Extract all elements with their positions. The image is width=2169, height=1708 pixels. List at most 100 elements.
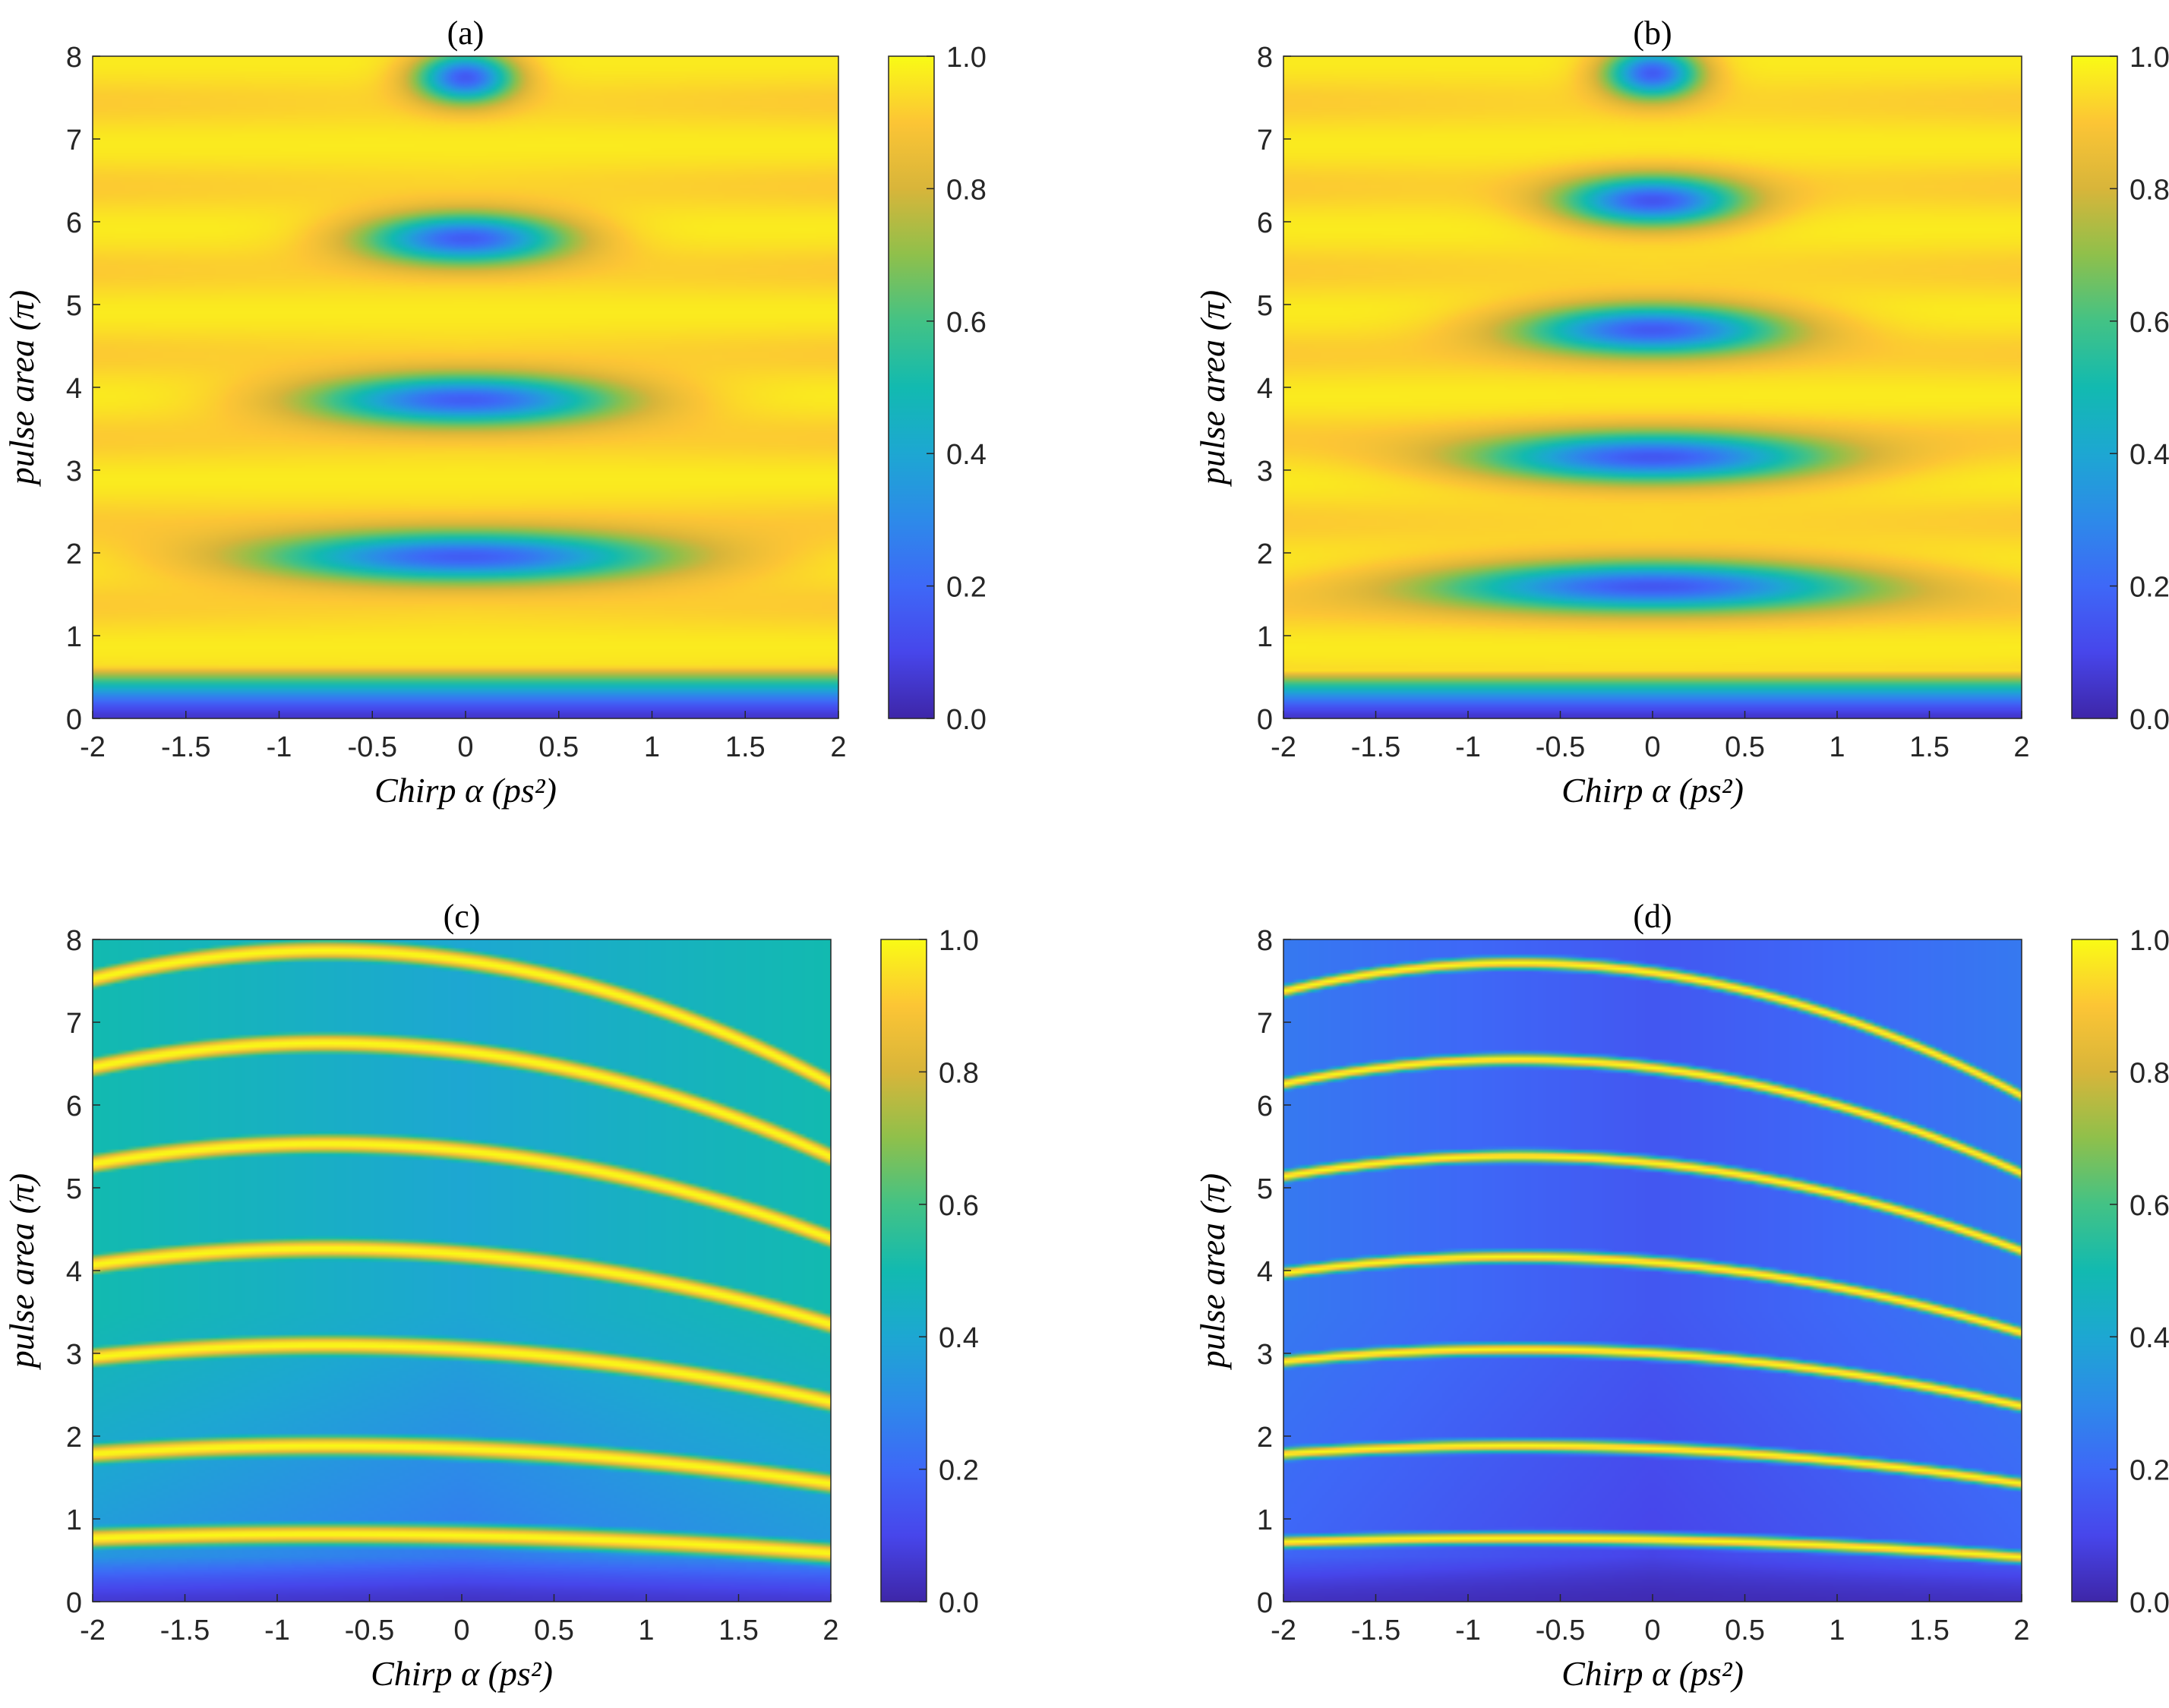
x-tick-label: 0 <box>1644 1615 1660 1646</box>
x-tick-label: 1.5 <box>1909 731 1950 763</box>
x-axis-label: Chirp α (ps²) <box>1561 771 1744 810</box>
panel-title: (c) <box>444 898 481 935</box>
y-tick-label: 8 <box>66 925 82 957</box>
x-tick-label: 2 <box>822 1615 838 1646</box>
x-tick-label: 2 <box>2013 731 2029 763</box>
y-tick-label: 0 <box>1257 704 1273 736</box>
x-tick-label: 0 <box>457 731 473 763</box>
y-tick-label: 4 <box>1257 1256 1273 1288</box>
y-tick-label: 2 <box>66 1422 82 1454</box>
x-tick-label: -2 <box>80 731 106 763</box>
colorbar <box>2071 939 2118 1602</box>
panel-title: (d) <box>1633 898 1672 935</box>
y-tick-label: 1 <box>66 621 82 653</box>
x-axis-label: Chirp α (ps²) <box>374 771 557 810</box>
y-tick-label: 6 <box>66 1091 82 1122</box>
colorbar <box>880 939 927 1602</box>
x-tick-label: -1 <box>267 731 292 763</box>
x-tick-label: 2 <box>830 731 846 763</box>
y-tick-label: 1 <box>66 1504 82 1536</box>
y-tick-label: 7 <box>1257 125 1273 156</box>
colorbar-tick-label: 0.2 <box>939 1455 979 1487</box>
colorbar-tick-label: 0.4 <box>2130 439 2169 471</box>
colorbar-tick-label: 0.8 <box>2130 174 2169 206</box>
panel-title: (a) <box>447 14 485 52</box>
colorbar-tick-label: 0.4 <box>939 1322 979 1354</box>
colorbar-tick-label: 0.8 <box>946 174 987 206</box>
colorbar <box>888 55 935 719</box>
y-tick-label: 4 <box>66 373 82 405</box>
heatmap-image <box>93 939 831 1602</box>
x-tick-label: 1.5 <box>718 1615 759 1646</box>
y-axis-label: pulse area (π) <box>1193 290 1232 487</box>
y-tick-label: 1 <box>1257 1504 1273 1536</box>
x-tick-label: 1 <box>644 731 660 763</box>
x-tick-label: -1.5 <box>161 731 210 763</box>
y-axis-label: pulse area (π) <box>1193 1173 1232 1370</box>
x-tick-label: -2 <box>1271 1615 1296 1646</box>
y-tick-label: 3 <box>1257 456 1273 488</box>
x-tick-label: -0.5 <box>348 731 397 763</box>
panel-d: (d) -2 -1.5 -1 -0.5 0 0.5 1 1.5 2 0 1 2 3 4 5 6 7 8 Chirp α… <box>1193 898 2169 1693</box>
colorbar-tick-label: 0.8 <box>2130 1057 2169 1089</box>
y-tick-label: 7 <box>66 125 82 156</box>
colorbar-tick-label: 0.6 <box>939 1190 979 1222</box>
y-tick-label: 4 <box>66 1256 82 1288</box>
y-tick-label: 7 <box>1257 1008 1273 1040</box>
y-tick-label: 4 <box>1257 373 1273 405</box>
colorbar-tick-label: 0.6 <box>946 307 987 339</box>
y-tick-label: 6 <box>1257 1091 1273 1122</box>
x-tick-label: -1 <box>1455 731 1481 763</box>
colorbar-tick-label: 0.4 <box>2130 1322 2169 1354</box>
colorbar-tick-label: 0.0 <box>946 704 987 736</box>
y-tick-label: 0 <box>66 1587 82 1619</box>
y-tick-label: 2 <box>1257 1422 1273 1454</box>
x-tick-label: -0.5 <box>1536 1615 1585 1646</box>
colorbar-tick-label: 0.2 <box>2130 1455 2169 1487</box>
panel-c: (c) -2 -1.5 -1 -0.5 0 0.5 1 1.5 2 0 1 2 3 4 5 6 7 8 Chirp α… <box>2 898 979 1693</box>
x-tick-label: -1.5 <box>1351 731 1400 763</box>
y-tick-label: 2 <box>66 538 82 570</box>
colorbar <box>2071 55 2118 719</box>
heatmap-image <box>93 56 838 718</box>
x-axis-label: Chirp α (ps²) <box>1561 1654 1744 1693</box>
y-tick-label: 5 <box>66 290 82 322</box>
colorbar-tick-label: 1.0 <box>2130 42 2169 74</box>
colorbar-tick-label: 0.8 <box>939 1057 979 1089</box>
x-tick-label: 0.5 <box>1725 731 1765 763</box>
y-tick-label: 8 <box>1257 925 1273 957</box>
x-tick-label: 1.5 <box>725 731 766 763</box>
y-axis-label: pulse area (π) <box>2 1173 41 1370</box>
colorbar-tick-label: 0.6 <box>2130 307 2169 339</box>
x-tick-label: -2 <box>1271 731 1296 763</box>
y-tick-label: 3 <box>66 1339 82 1371</box>
x-tick-label: 2 <box>2013 1615 2029 1646</box>
panel-a: (a) -2 -1.5 -1 -0.5 0 0.5 1 1.5 2 0 1 2 3 4 5 6 7 8 Chirp α… <box>2 14 987 810</box>
y-tick-label: 1 <box>1257 621 1273 653</box>
x-tick-label: 0.5 <box>1725 1615 1765 1646</box>
y-tick-label: 5 <box>1257 1173 1273 1205</box>
y-tick-label: 8 <box>66 42 82 74</box>
y-tick-label: 5 <box>1257 290 1273 322</box>
colorbar-tick-label: 1.0 <box>2130 925 2169 957</box>
x-tick-label: 1.5 <box>1909 1615 1950 1646</box>
x-axis-label: Chirp α (ps²) <box>371 1654 553 1693</box>
panel-b: (b) -2 -1.5 -1 -0.5 0 0.5 1 1.5 2 0 1 2 3 4 5 6 7 8 Chirp α… <box>1193 14 2169 810</box>
y-tick-label: 3 <box>1257 1339 1273 1371</box>
colorbar-tick-label: 0.0 <box>2130 1587 2169 1619</box>
colorbar-tick-label: 1.0 <box>946 42 987 74</box>
x-tick-label: 1 <box>1829 1615 1845 1646</box>
x-tick-label: 0 <box>453 1615 469 1646</box>
y-axis-label: pulse area (π) <box>2 290 41 487</box>
x-tick-label: 1 <box>638 1615 654 1646</box>
x-tick-label: -2 <box>80 1615 106 1646</box>
colorbar-tick-label: 1.0 <box>939 925 979 957</box>
x-tick-label: -0.5 <box>345 1615 394 1646</box>
x-tick-label: 1 <box>1829 731 1845 763</box>
y-tick-label: 5 <box>66 1173 82 1205</box>
x-tick-label: -1.5 <box>160 1615 210 1646</box>
colorbar-tick-label: 0.2 <box>946 572 987 604</box>
x-tick-label: 0.5 <box>534 1615 574 1646</box>
colorbar-tick-label: 0.6 <box>2130 1190 2169 1222</box>
